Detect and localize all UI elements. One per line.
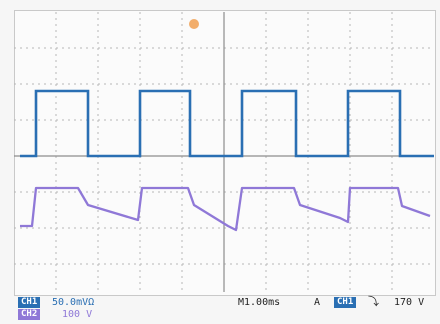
ch1-label[interactable]: CH1	[18, 297, 41, 308]
trigger-position-marker	[189, 19, 199, 29]
status-bar: CH1 50.0mVΩ CH2 100 V M1.00ms A CH1 ⤵ 17…	[0, 294, 440, 324]
falling-edge-icon: ⤵	[368, 295, 379, 308]
ch2-waveform	[20, 186, 431, 232]
timebase-readout: M1.00ms	[238, 297, 281, 308]
trigger-level: 170 V	[394, 297, 425, 308]
ch1-scale: 50.0mVΩ	[52, 297, 95, 308]
ch2-label[interactable]: CH2	[18, 309, 41, 320]
ch2-scale: 100 V	[62, 309, 93, 320]
ch1-waveform	[20, 89, 434, 158]
display-area	[14, 10, 436, 296]
center-axes	[14, 12, 434, 292]
trigger-source[interactable]: CH1	[334, 297, 357, 308]
trigger-mode: A	[314, 297, 321, 308]
